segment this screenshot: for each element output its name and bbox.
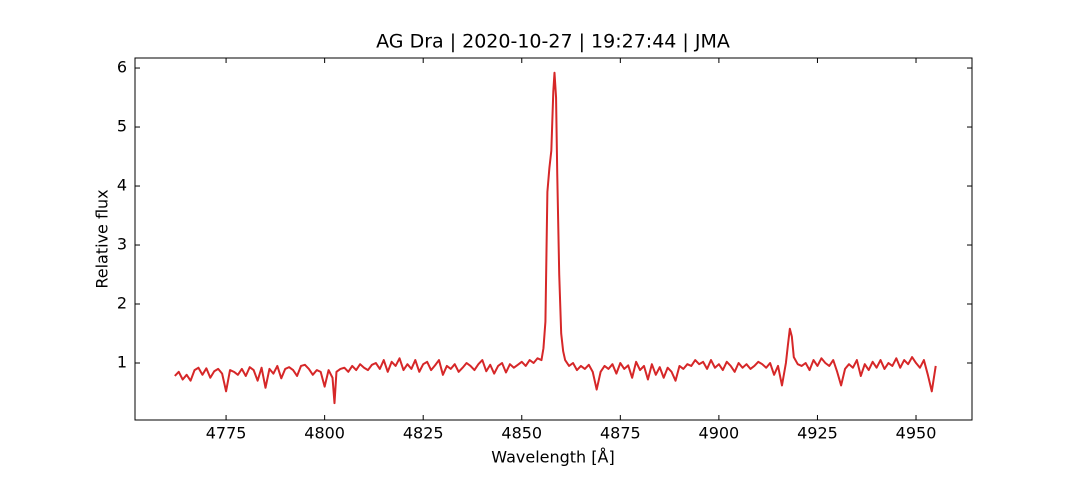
y-tick-label: 6 [117,58,127,77]
x-tick-label: 4900 [699,424,740,443]
x-axis-label: Wavelength [Å] [491,448,614,467]
x-tick-label: 4925 [797,424,838,443]
spectrum-line [174,71,937,405]
y-tick-label: 3 [117,235,127,254]
x-tick-label: 4850 [501,424,542,443]
x-tick-label: 4950 [896,424,937,443]
chart-title: AG Dra | 2020-10-27 | 19:27:44 | JMA [376,31,730,53]
y-tick-label: 1 [117,353,127,372]
y-tick-label: 5 [117,117,127,136]
x-tick-label: 4800 [304,424,345,443]
plot-frame [134,57,973,421]
x-tick-label: 4825 [403,424,444,443]
x-tick-label: 4875 [600,424,641,443]
y-tick-label: 4 [117,176,127,195]
y-tick-label: 2 [117,294,127,313]
y-axis-label: Relative flux [93,189,112,288]
x-tick-label: 4775 [206,424,247,443]
